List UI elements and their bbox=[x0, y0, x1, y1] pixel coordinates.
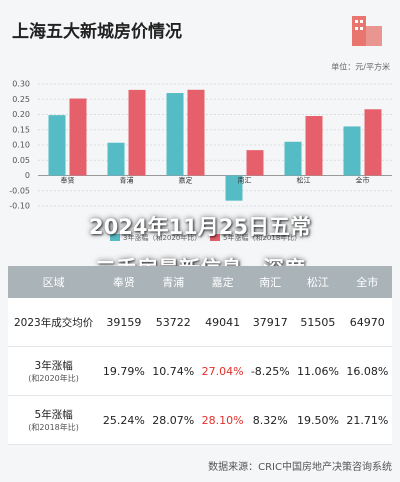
x-tick-label: 嘉定 bbox=[179, 176, 193, 185]
bar bbox=[69, 98, 87, 176]
row-label-cell: 3年涨幅 (和2020年比) bbox=[8, 346, 100, 396]
x-tick-label: 奉贤 bbox=[61, 176, 75, 185]
cell: 51505 bbox=[293, 298, 343, 347]
header-cell: 嘉定 bbox=[197, 266, 248, 298]
source: 数据来源：CRIC中国房地产决策咨询系统 bbox=[208, 462, 392, 473]
header-cell: 青浦 bbox=[148, 266, 198, 298]
cell: 8.32% bbox=[247, 395, 294, 445]
x-tick-label: 南汇 bbox=[238, 176, 252, 185]
x-tick-label: 青浦 bbox=[120, 176, 134, 185]
row-sublabel: (和2020年比) bbox=[28, 374, 79, 383]
cell: 16.08% bbox=[342, 346, 392, 396]
header-cell: 全市 bbox=[342, 266, 392, 298]
bar bbox=[48, 115, 66, 176]
y-tick-label: 0.10 bbox=[12, 141, 30, 150]
bar bbox=[284, 141, 302, 176]
header-cell: 奉贤 bbox=[99, 266, 149, 298]
cell: 21.71% bbox=[342, 395, 392, 445]
row-label: 5年涨幅 bbox=[34, 409, 73, 421]
y-tick-label: 0.30 bbox=[12, 80, 30, 89]
table: 区域 奉贤 青浦 嘉定 南汇 松江 全市 2023年成交均价 39159 537… bbox=[8, 266, 392, 445]
cell: 28.07% bbox=[148, 395, 198, 445]
header-cell: 区域 bbox=[8, 266, 100, 298]
legend-swatch bbox=[110, 234, 120, 241]
row-label: 3年涨幅 bbox=[34, 360, 73, 372]
cell: 25.24% bbox=[99, 395, 149, 445]
cell: 19.50% bbox=[293, 395, 343, 445]
y-tick-label: 0.05 bbox=[12, 156, 30, 165]
cell: 11.06% bbox=[293, 346, 343, 396]
header-cell: 南汇 bbox=[247, 266, 294, 298]
x-tick-label: 松江 bbox=[297, 176, 311, 185]
cell: 37917 bbox=[247, 298, 294, 347]
unit: 单位：元/平方米 bbox=[331, 62, 390, 72]
bar bbox=[128, 89, 146, 176]
legend-swatch bbox=[210, 234, 220, 241]
y-tick-label: 0.15 bbox=[12, 125, 30, 134]
header-cell: 松江 bbox=[293, 266, 343, 298]
cell: 28.10% bbox=[197, 395, 248, 445]
cell: 27.04% bbox=[197, 346, 248, 396]
header-row: 区域 奉贤 青浦 嘉定 南汇 松江 全市 bbox=[8, 266, 392, 298]
bar bbox=[107, 142, 125, 176]
chart: 上海五大新城房价情况 单位：元/平方米 -0.10 -0.05 0 0.05 0.10 0… bbox=[9, 16, 392, 242]
cell: 39159 bbox=[99, 298, 149, 347]
bar bbox=[364, 109, 382, 176]
legend-label: 5年涨幅（和2018年比） bbox=[223, 233, 301, 242]
legend-label: 3年涨幅（和2020年比） bbox=[123, 233, 201, 242]
title: 上海五大新城房价情况 bbox=[12, 21, 182, 42]
cell: -8.25% bbox=[247, 346, 294, 396]
bar bbox=[343, 126, 361, 176]
row: 2023年成交均价 39159 53722 49041 37917 51505 … bbox=[8, 298, 392, 347]
row-sublabel: (和2018年比) bbox=[28, 423, 79, 432]
cell: 53722 bbox=[148, 298, 198, 347]
cell: 19.79% bbox=[99, 346, 149, 396]
cell: 49041 bbox=[197, 298, 248, 347]
building-icon bbox=[352, 16, 382, 46]
bar bbox=[305, 116, 323, 176]
cell: 10.74% bbox=[148, 346, 198, 396]
row-label: 2023年成交均价 bbox=[8, 298, 100, 347]
cell: 64970 bbox=[342, 298, 392, 347]
bar bbox=[225, 175, 243, 201]
y-tick-label: 0.20 bbox=[12, 110, 30, 119]
headline-line: 2024年11月25日五常 bbox=[89, 215, 311, 239]
y-tick-label: 0.25 bbox=[12, 95, 30, 104]
x-tick-label: 全市 bbox=[356, 176, 370, 185]
bar bbox=[187, 89, 205, 176]
y-tick-label: 0 bbox=[25, 171, 30, 180]
row: 3年涨幅 (和2020年比) 19.79% 10.74% 27.04% -8.25… bbox=[8, 346, 392, 396]
row-label-cell: 5年涨幅 (和2018年比) bbox=[8, 395, 100, 445]
bar bbox=[246, 150, 264, 176]
y-tick-label: -0.10 bbox=[9, 202, 30, 211]
y-tick-label: -0.05 bbox=[9, 186, 30, 195]
bar bbox=[166, 93, 184, 176]
row: 5年涨幅 (和2018年比) 25.24% 28.07% 28.10% 8.32%… bbox=[8, 395, 392, 445]
